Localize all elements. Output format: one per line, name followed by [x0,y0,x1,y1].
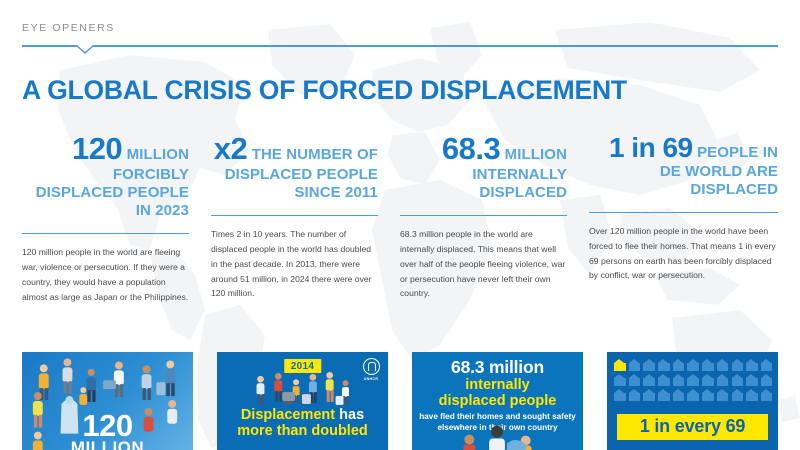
stat-heading: 1 in 69 PEOPLE IN DE WORLD ARE DISPLACED [589,133,778,199]
stat-body: 120 million people in the world are flee… [22,247,189,302]
house-icon [746,374,758,387]
card-internally-displaced[interactable]: 68.3 million internally displaced people… [412,352,583,450]
house-icon [731,374,744,387]
house-icon [643,374,655,387]
stat-column-1-in-69: 1 in 69 PEOPLE IN DE WORLD ARE DISPLACED… [589,133,778,304]
house-icon-highlighted [614,359,626,371]
unhcr-logo: UNHCR [360,358,382,381]
card-68-line2: internally [465,377,530,394]
house-icon [672,359,685,371]
stat-column-120: 120 MILLION FORCIBLY DISPLACED PEOPLE IN… [22,131,211,304]
card-one-in-69[interactable]: 1 in every 69 [607,352,778,450]
unhcr-wordmark: UNHCR [363,376,379,381]
stat-body: Times 2 in 10 years. The number of displ… [211,229,372,299]
walking-people-icons [256,371,350,405]
stat-body: Over 120 million people in the world hav… [589,226,776,281]
house-icon [760,374,773,387]
stat-figure: x2 [213,131,248,166]
unhcr-emblem-icon [362,358,380,375]
stat-figure: 68.3 [441,131,501,166]
house-icon [702,359,714,371]
house-icon [746,389,758,402]
house-icon [702,374,714,387]
house-icon [628,389,641,402]
stat-figure: 120 [71,131,123,166]
house-icon [760,359,773,371]
house-icon [687,374,699,387]
house-icon [760,389,773,402]
house-icon [643,359,655,371]
house-icon [731,359,744,371]
page-title: A GLOBAL CRISIS OF FORCED DISPLACEMENT [22,75,627,105]
house-icon [672,374,685,387]
stat-figure: 1 in 69 [608,132,693,163]
house-icon [628,359,641,371]
house-icon [702,389,714,402]
card-120-million[interactable]: 120 MILLION [22,352,193,450]
card-68-line3: displaced people [438,393,557,410]
stat-heading: 120 MILLION FORCIBLY DISPLACED PEOPLE IN… [22,131,189,220]
house-icon [716,389,729,402]
card-120-sub: MILLION [70,438,145,450]
house-icon [716,374,729,387]
house-icon [687,389,699,402]
stat-divider [211,214,378,217]
card-68-line1: 68.3 million [451,357,544,377]
stat-body: 68.3 million people in the world are int… [400,229,566,299]
stat-column-x2: x2 THE NUMBER OF DISPLACED PEOPLE SINCE … [211,131,400,304]
one-in-every-69-banner: 1 in every 69 [617,414,768,440]
house-icon [658,359,670,371]
card-120-number: 120 MILLION [22,410,193,450]
house-icon-grid [614,359,774,402]
card-doubled-line1b: has [339,407,365,423]
house-icon [658,374,670,387]
stat-heading: x2 THE NUMBER OF DISPLACED PEOPLE SINCE … [211,131,378,202]
card-doubled-line2: more than doubled [237,422,368,439]
house-icon [746,359,758,371]
stat-heading: 68.3 MILLION INTERNALLY DISPLACED [400,131,567,202]
house-icon [628,374,641,387]
stat-divider [400,214,567,217]
house-icon [731,389,744,402]
card-displacement-doubled[interactable]: 2014 UNHCR Displacement has more than do… [217,352,388,450]
stats-row: 120 MILLION FORCIBLY DISPLACED PEOPLE IN… [22,131,778,304]
house-icon [614,374,626,387]
eyebrow-section: EYE OPENERS [22,0,778,55]
family-silhouettes [463,425,532,450]
stat-divider [22,232,189,235]
chevron-down-icon [75,44,95,54]
house-icon [658,389,670,402]
house-icon [614,389,626,402]
stat-divider [589,211,778,214]
house-icon [672,389,685,402]
stat-lede: THE NUMBER OF DISPLACED PEOPLE SINCE 201… [224,146,378,201]
header-rule-line [22,45,778,47]
year-badge-2014: 2014 [283,359,322,373]
house-icon [643,389,655,402]
refugee-silhouettes [32,358,178,450]
house-icon [687,359,699,371]
stat-column-68-3: 68.3 MILLION INTERNALLY DISPLACED 68.3 m… [400,131,589,304]
header-rule [22,44,778,55]
eyebrow-label: EYE OPENERS [22,22,115,34]
house-icon [716,359,729,371]
card-strip: 120 MILLION 2014 UNHCR Displacement [22,352,778,450]
